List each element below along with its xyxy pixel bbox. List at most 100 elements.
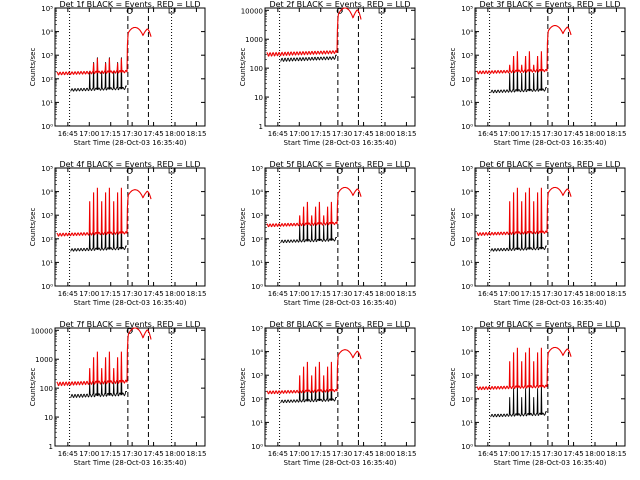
y-tick-label: 10³ xyxy=(41,212,53,220)
y-tick-label: 10⁵ xyxy=(461,325,473,333)
panel-title: Det 1f BLACK = Events, RED = LLD xyxy=(59,0,200,9)
panel-det-6: Det 6f BLACK = Events, RED = LLD 10⁰ 10¹ 10… xyxy=(449,160,627,307)
series-events-line xyxy=(70,57,127,92)
plot-frame xyxy=(264,167,416,287)
x-axis-label: Start Time (28-Oct-03 16:35:40) xyxy=(284,299,397,307)
square-marker xyxy=(378,327,385,334)
y-tick-label: 10 xyxy=(254,94,263,102)
y-tick-label: 10² xyxy=(461,236,473,244)
panel-title: Det 6f BLACK = Events, RED = LLD xyxy=(479,160,620,169)
x-tick-label: 16:45 xyxy=(478,290,498,298)
y-tick-label: 10⁵ xyxy=(461,165,473,173)
square-marker xyxy=(588,327,595,334)
y-tick-label: 10⁰ xyxy=(461,443,473,451)
series-lld-line xyxy=(266,349,362,395)
panel-det-2: Det 2f BLACK = Events, RED = LLD 1 10 100 10… xyxy=(239,0,417,147)
x-tick-label: 17:30 xyxy=(542,450,562,458)
y-tick-label: 10⁰ xyxy=(461,123,473,131)
circle-marker xyxy=(336,8,343,14)
x-tick-label: 17:45 xyxy=(563,450,583,458)
x-tick-label: 18:15 xyxy=(606,450,626,458)
x-tick-label: 17:30 xyxy=(542,130,562,138)
series-lld-line xyxy=(476,186,572,237)
x-tick-label: 18:15 xyxy=(606,290,626,298)
x-tick-label: 17:15 xyxy=(521,130,541,138)
series-lld-line xyxy=(266,186,362,228)
x-tick-label: 18:15 xyxy=(606,130,626,138)
x-tick-label: 17:15 xyxy=(101,130,121,138)
x-tick-label: 17:15 xyxy=(311,450,331,458)
x-tick-label: 17:00 xyxy=(499,290,519,298)
y-tick-label: 10⁵ xyxy=(41,165,53,173)
y-tick-label: 1000 xyxy=(35,356,53,364)
series-events-line xyxy=(280,54,337,62)
y-tick-label: 10³ xyxy=(251,372,263,380)
x-tick-label: 18:15 xyxy=(186,290,206,298)
x-tick-label: 17:00 xyxy=(499,130,519,138)
panel-det-4: Det 4f BLACK = Events, RED = LLD 10⁰ 10¹ 10… xyxy=(29,160,207,307)
square-marker xyxy=(378,167,385,174)
x-tick-label: 17:45 xyxy=(563,290,583,298)
y-tick-label: 10⁵ xyxy=(41,5,53,13)
plot-frame xyxy=(474,327,626,447)
y-tick-label: 10² xyxy=(461,76,473,84)
x-tick-label: 18:15 xyxy=(396,130,416,138)
y-tick-label: 10¹ xyxy=(251,419,263,427)
panel-title: Det 5f BLACK = Events, RED = LLD xyxy=(269,160,410,169)
x-tick-label: 17:00 xyxy=(79,290,99,298)
y-axis-label: Counts/sec xyxy=(29,48,37,87)
y-axis-label: Counts/sec xyxy=(449,368,457,407)
x-tick-label: 16:45 xyxy=(268,450,288,458)
y-tick-label: 10² xyxy=(251,236,263,244)
y-tick-label: 10³ xyxy=(461,52,473,60)
x-axis-label: Start Time (28-Oct-03 16:35:40) xyxy=(74,139,187,147)
circle-marker xyxy=(336,328,343,334)
x-tick-label: 17:30 xyxy=(122,130,142,138)
y-tick-label: 10⁴ xyxy=(41,29,53,37)
y-tick-label: 10² xyxy=(41,236,53,244)
y-axis-label: Counts/sec xyxy=(239,208,247,247)
x-tick-label: 16:45 xyxy=(478,450,498,458)
panel-title: Det 9f BLACK = Events, RED = LLD xyxy=(479,320,620,329)
x-tick-label: 18:15 xyxy=(186,130,206,138)
x-tick-label: 17:45 xyxy=(353,450,373,458)
x-tick-label: 17:15 xyxy=(521,450,541,458)
series-lld-line xyxy=(476,25,572,75)
x-tick-label: 18:00 xyxy=(165,450,185,458)
x-tick-label: 18:15 xyxy=(396,290,416,298)
panel-det-5: Det 5f BLACK = Events, RED = LLD 10⁰ 10¹ 10… xyxy=(239,160,417,307)
x-tick-label: 16:45 xyxy=(58,130,78,138)
series-events-line xyxy=(490,59,547,94)
circle-marker xyxy=(546,328,553,334)
x-tick-label: 18:00 xyxy=(585,290,605,298)
series-lld-line xyxy=(56,26,152,76)
y-tick-label: 10¹ xyxy=(251,259,263,267)
y-axis-label: Counts/sec xyxy=(239,48,247,87)
x-tick-label: 17:45 xyxy=(563,130,583,138)
x-tick-label: 17:15 xyxy=(311,290,331,298)
y-axis-label: Counts/sec xyxy=(29,208,37,247)
square-marker xyxy=(168,7,175,14)
x-axis-label: Start Time (28-Oct-03 16:35:40) xyxy=(494,459,607,467)
x-tick-label: 17:45 xyxy=(143,450,163,458)
y-tick-label: 10000 xyxy=(31,327,53,335)
square-marker xyxy=(378,7,385,14)
y-tick-label: 10 xyxy=(44,414,53,422)
y-tick-label: 10⁰ xyxy=(41,283,53,291)
panel-title: Det 3f BLACK = Events, RED = LLD xyxy=(479,0,620,9)
y-axis-label: Counts/sec xyxy=(239,368,247,407)
y-axis-label: Counts/sec xyxy=(29,368,37,407)
plot-frame xyxy=(264,327,416,447)
x-tick-label: 18:00 xyxy=(165,130,185,138)
y-tick-label: 10³ xyxy=(251,212,263,220)
x-tick-label: 18:00 xyxy=(165,290,185,298)
x-tick-label: 17:30 xyxy=(332,450,352,458)
x-tick-label: 16:45 xyxy=(268,290,288,298)
x-tick-label: 17:30 xyxy=(332,130,352,138)
y-tick-label: 1 xyxy=(259,123,263,131)
series-lld-line xyxy=(266,7,362,57)
y-tick-label: 10⁴ xyxy=(41,189,53,197)
y-tick-label: 10000 xyxy=(241,7,263,15)
x-tick-label: 18:00 xyxy=(375,290,395,298)
